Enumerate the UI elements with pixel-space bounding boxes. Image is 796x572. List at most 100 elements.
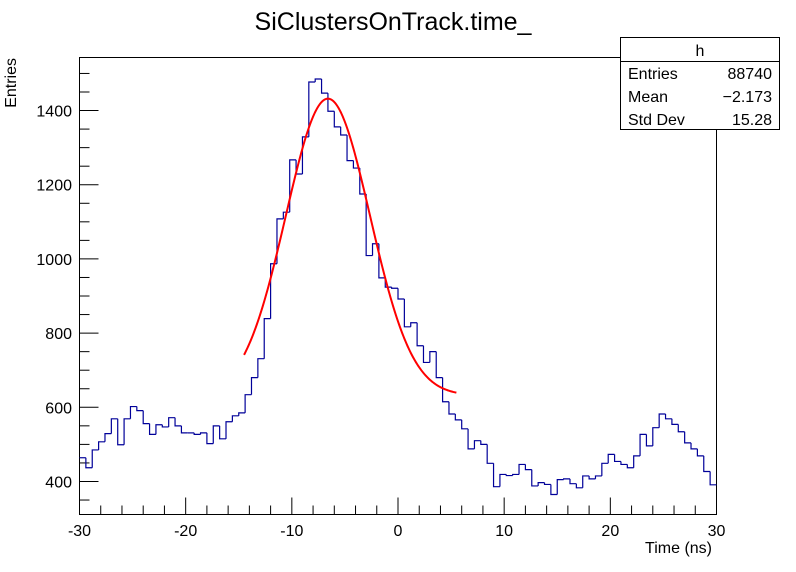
hist-bin [136, 406, 144, 412]
hist-bin [639, 433, 647, 456]
hist-bin [206, 432, 214, 445]
hist-bin [652, 427, 660, 446]
hist-bin [161, 424, 169, 428]
hist-bin [238, 412, 246, 416]
y-tick-label: 1400 [36, 104, 72, 121]
hist-bin [563, 478, 570, 480]
hist-bin [110, 418, 118, 434]
y-tick-label: 800 [45, 326, 72, 343]
hist-bin [671, 418, 679, 425]
x-axis: -30 -20 -10 0 10 20 30 [68, 497, 726, 540]
hist-bin [397, 288, 405, 300]
stats-value-stddev: 15.28 [732, 112, 772, 129]
hist-bin [314, 78, 322, 82]
hist-bin [199, 432, 207, 435]
hist-bin [193, 432, 201, 435]
hist-bin [219, 425, 227, 440]
hist-bin [505, 474, 513, 477]
stats-label-entries: Entries [628, 66, 678, 83]
x-tick-label: 30 [708, 523, 726, 540]
hist-bin [123, 418, 131, 445]
chart-title: SiClustersOnTrack.time_ [255, 8, 533, 36]
hist-bin [91, 449, 99, 468]
hist-bin [231, 415, 239, 422]
x-tick-label: 0 [394, 523, 403, 540]
hist-bin [537, 481, 545, 486]
fit-layer [243, 97, 457, 394]
hist-bin [703, 455, 711, 473]
hist-bin [365, 194, 373, 257]
hist-bin [340, 126, 348, 136]
hist-bin [403, 298, 411, 328]
hist-bin [499, 473, 507, 487]
x-tick-label: 10 [495, 523, 513, 540]
hist-bin [690, 442, 698, 450]
hist-bin [441, 377, 449, 403]
hist-bin [104, 433, 112, 442]
stats-value-entries: 88740 [728, 66, 773, 83]
hist-bin [435, 351, 443, 379]
hist-bin [492, 463, 500, 488]
hist-bin [531, 469, 539, 487]
y-tick-label: 1200 [36, 178, 72, 195]
hist-bin [524, 464, 532, 471]
hist-bin [588, 475, 596, 480]
hist-bin [664, 413, 672, 420]
hist-bin [512, 473, 520, 476]
hist-bin [556, 479, 564, 495]
hist-bin [467, 428, 475, 450]
y-axis-label: Entries [3, 58, 20, 108]
hist-bin [633, 455, 641, 468]
hist-bin [359, 168, 367, 195]
hist-bin [180, 425, 188, 434]
hist-bin [709, 471, 717, 486]
hist-bin [346, 135, 354, 162]
histogram-bins [79, 78, 717, 496]
hist-bin [263, 318, 271, 359]
hist-bin [276, 218, 284, 264]
hist-bin [422, 345, 430, 364]
hist-bin [613, 454, 621, 463]
hist-bin [142, 410, 150, 425]
stats-value-mean: −2.173 [723, 89, 772, 106]
x-tick-label: 20 [601, 523, 619, 540]
x-tick-label: -30 [68, 523, 91, 540]
hist-bin [575, 483, 583, 489]
hist-bin [155, 424, 163, 435]
hist-bin [333, 111, 341, 128]
hist-bin [289, 159, 297, 213]
x-axis-label: Time (ns) [645, 540, 712, 557]
y-axis: 400 600 800 1000 1200 1400 [36, 72, 99, 501]
hist-bin [225, 421, 233, 439]
y-tick-label: 400 [45, 474, 72, 491]
x-tick-label: -10 [280, 523, 303, 540]
hist-bin [85, 457, 93, 469]
hist-bin [480, 440, 488, 445]
hist-bin [658, 413, 666, 428]
hist-bin [461, 419, 469, 430]
hist-bin [98, 441, 105, 450]
hist-bin [244, 394, 252, 413]
hist-bin [518, 463, 526, 475]
hist-bin [429, 351, 437, 363]
hist-bin [620, 461, 628, 466]
hist-bin [543, 482, 551, 486]
fit-curve [243, 97, 457, 394]
hist-bin [448, 401, 456, 415]
y-tick-label: 1000 [36, 252, 72, 269]
hist-bin [626, 464, 634, 469]
hist-bin [308, 81, 316, 137]
hist-bin [320, 79, 328, 94]
hist-bin [594, 475, 602, 479]
hist-bin [250, 377, 258, 395]
hist-bin [117, 418, 125, 446]
stats-label-stddev: Std Dev [628, 112, 685, 129]
stats-box: h Entries 88740 Mean −2.173 Std Dev 15.2… [620, 37, 780, 130]
hist-bin [148, 423, 156, 435]
hist-bin [168, 417, 176, 427]
hist-bin [582, 475, 590, 488]
x-tick-label: -20 [174, 523, 197, 540]
hist-bin [601, 462, 609, 476]
hist-bin [129, 405, 137, 419]
